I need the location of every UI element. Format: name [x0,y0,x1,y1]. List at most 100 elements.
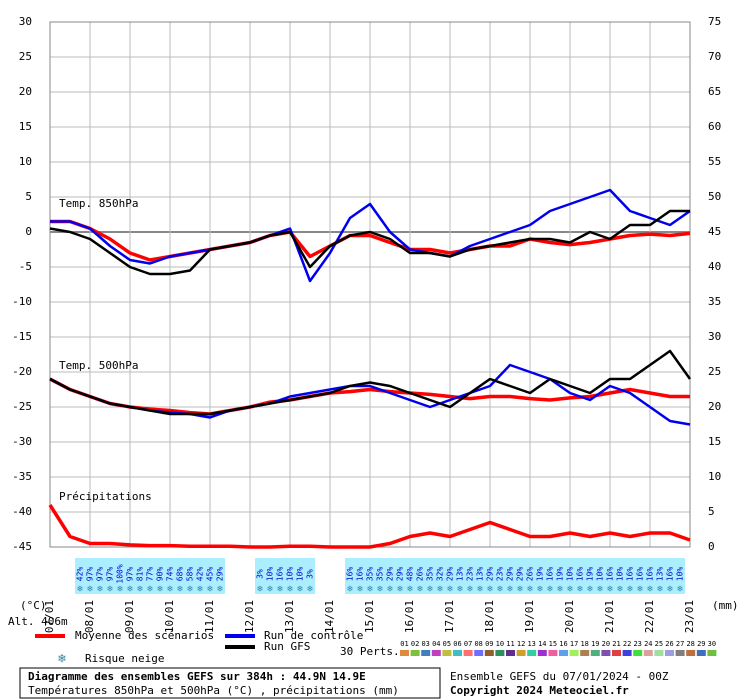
snow-icon: ❄ [187,585,193,595]
snow-label: 10% [676,567,685,582]
snow-label: 16% [546,567,555,582]
y2-tick-label: 5 [708,505,715,518]
annotation: Précipitations [59,490,152,503]
snow-icon: ❄ [607,585,613,595]
snow-label: 10% [566,567,575,582]
snow-label: 16% [636,567,645,582]
pert-swatch [400,650,409,656]
snow-label: 100% [116,564,125,583]
pert-swatch [580,650,590,656]
snow-icon: ❄ [487,585,493,595]
snow-cell [405,558,415,594]
snow-cell [425,558,435,594]
pert-swatch [421,650,431,656]
snow-cell [345,558,355,594]
snow-legend: Risque neige [85,652,164,665]
snow-cell [445,558,455,594]
pert-label: 11 [506,640,514,648]
pert-label: 24 [644,640,652,648]
snow-cell [215,558,225,594]
y2-tick-label: 60 [708,120,721,133]
y-tick-label: -15 [12,330,32,343]
snow-icon: ❄ [287,585,293,595]
x-tick-label: 15/01 [363,600,376,633]
snow-cell [515,558,525,594]
snow-cell [155,558,165,594]
snow-icon: ❄ [567,585,573,595]
snow-cell [295,558,305,594]
snow-cell [385,558,395,594]
pert-swatch [612,650,621,656]
y-tick-label: 30 [19,15,32,28]
pert-swatch [696,650,706,656]
x-tick-label: 21/01 [603,600,616,633]
annotation: Temp. 500hPa [59,359,138,372]
snow-label: 48% [406,567,415,582]
snow-label: 90% [156,567,165,582]
y2-tick-label: 55 [708,155,721,168]
y2-tick-label: 70 [708,50,721,63]
snow-icon: ❄ [147,585,153,595]
pert-swatch [484,650,494,656]
snow-cell [85,558,95,594]
snow-cell [175,558,185,594]
pert-label: 23 [633,640,641,648]
y-axis-label: (°C) [20,599,47,612]
snow-label: 16% [356,567,365,582]
snow-label: 19% [586,567,595,582]
snow-cell [255,558,265,594]
snow-icon: ❄ [377,585,383,595]
pert-swatch [686,650,696,656]
pert-label: 17 [570,640,578,648]
y-tick-label: -10 [12,295,32,308]
pert-label: 19 [591,640,599,648]
snow-icon: ❄ [447,585,453,595]
y2-tick-label: 65 [708,85,721,98]
snow-cell [145,558,155,594]
snow-label: 29% [486,567,495,582]
pert-swatch [654,650,664,656]
altitude: Alt. 406m [8,615,68,628]
snow-label: 26% [416,567,425,582]
snow-icon: ❄ [347,585,353,595]
snow-icon: ❄ [77,585,83,595]
snow-cell [615,558,625,594]
legend-label: Run de contrôle [264,629,363,642]
title-box [19,667,441,699]
snow-label: 35% [426,567,435,582]
snow-label: 16% [606,567,615,582]
y-tick-label: -25 [12,400,32,413]
pert-label: 15 [549,640,557,648]
snow-label: 45% [206,567,215,582]
snow-cell [535,558,545,594]
snow-cell [115,558,125,594]
snow-icon: ❄ [517,585,523,595]
snow-cell [355,558,365,594]
pert-swatch [463,650,473,656]
snow-icon: ❄ [157,585,163,595]
pert-label: 03 [421,640,429,648]
snow-label: 19% [536,567,545,582]
series-line [48,504,691,549]
x-tick-label: 12/01 [243,600,256,633]
snow-cell [605,558,615,594]
snow-cell [305,558,315,594]
snow-label: 19% [556,567,565,582]
pert-swatch [633,650,643,656]
snow-cell [645,558,655,594]
snow-icon: ❄ [307,585,313,595]
pert-label: 13 [527,640,535,648]
snow-label: 29% [446,567,455,582]
pert-swatch [590,650,600,656]
y-tick-label: -40 [12,505,32,518]
perts-label: 30 Perts. [340,645,400,658]
snow-icon: ❄ [527,585,533,595]
snow-cell [475,558,485,594]
copyright: Copyright 2024 Meteociel.fr [450,684,629,697]
pert-label: 01 [400,640,408,648]
snow-icon: ❄ [667,585,673,595]
snow-icon: ❄ [367,585,373,595]
snow-cell [635,558,645,594]
snow-label: 10% [596,567,605,582]
snow-cell [655,558,665,594]
